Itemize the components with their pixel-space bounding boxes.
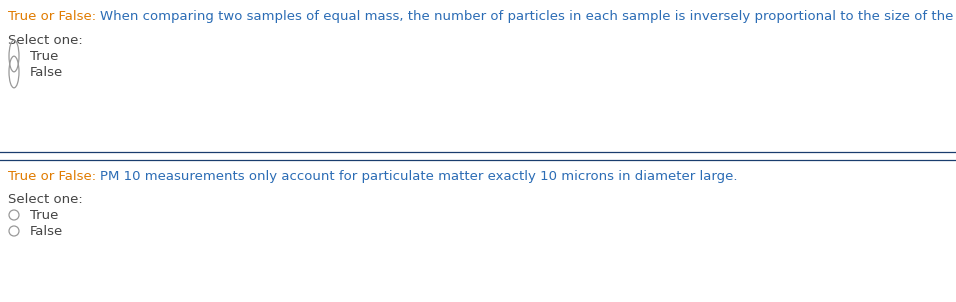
Text: Select one:: Select one: [8, 34, 83, 47]
Text: False: False [30, 225, 63, 238]
Text: True or False:: True or False: [8, 10, 100, 23]
Text: True: True [30, 209, 58, 222]
Text: False: False [30, 66, 63, 79]
Text: True or False:: True or False: [8, 170, 100, 183]
Text: When comparing two samples of equal mass, the number of particles in each sample: When comparing two samples of equal mass… [100, 10, 956, 23]
Text: PM 10 measurements only account for particulate matter exactly 10 microns in dia: PM 10 measurements only account for part… [100, 170, 738, 183]
Text: Select one:: Select one: [8, 193, 83, 206]
Text: True: True [30, 50, 58, 63]
